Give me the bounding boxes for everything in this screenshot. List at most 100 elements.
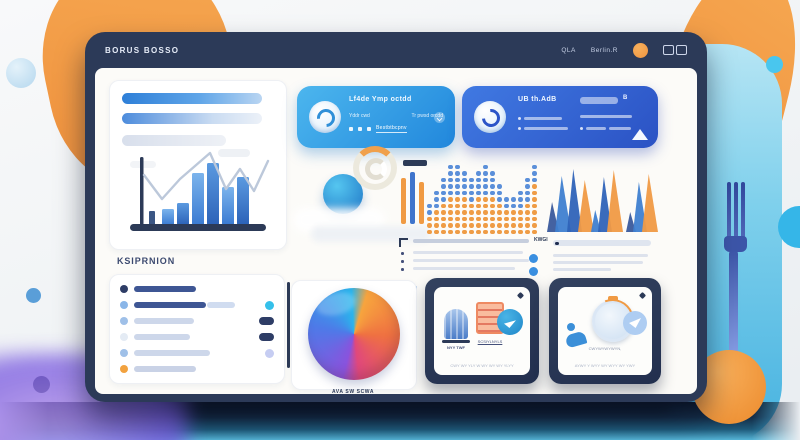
dot xyxy=(476,203,481,208)
card-footnote-link[interactable]: Bestbtbcpnv xyxy=(376,125,407,133)
dot xyxy=(511,197,516,202)
dot xyxy=(490,190,495,195)
dot xyxy=(434,203,439,208)
notes-block-left: KWGI xyxy=(397,237,548,278)
dot xyxy=(490,229,495,234)
skeleton-bar xyxy=(122,135,226,146)
toggle-pill[interactable] xyxy=(259,317,274,325)
dot xyxy=(441,216,446,221)
list-item[interactable] xyxy=(120,283,274,295)
top-bar: BORUS BOSSO QLA Berlin.R xyxy=(85,32,707,68)
nav-item-a[interactable]: QLA xyxy=(561,46,576,54)
dot xyxy=(476,223,481,228)
bullet-dot xyxy=(120,317,128,325)
dot-column xyxy=(469,177,474,234)
item-bar xyxy=(134,334,252,340)
dot xyxy=(483,164,488,169)
dot xyxy=(476,177,481,182)
corner-icon[interactable] xyxy=(638,291,647,300)
corner-icon[interactable] xyxy=(516,291,525,300)
skeleton-bar xyxy=(122,93,262,104)
dot xyxy=(483,229,488,234)
dot xyxy=(525,203,530,208)
dropdown-button[interactable] xyxy=(434,112,445,123)
icon-caption: NYY TWF xyxy=(447,345,465,350)
dot xyxy=(532,203,537,208)
dot xyxy=(434,223,439,228)
dot xyxy=(448,210,453,215)
bar-segment xyxy=(207,302,235,308)
dot xyxy=(469,203,474,208)
fork-icon xyxy=(727,182,731,240)
dot-column xyxy=(476,171,481,234)
note-bullet[interactable] xyxy=(529,267,538,276)
list-item[interactable] xyxy=(120,315,274,327)
dot xyxy=(455,223,460,228)
dot xyxy=(448,177,453,182)
card-badge: B xyxy=(623,95,628,101)
dot xyxy=(476,190,481,195)
dot xyxy=(532,210,537,215)
dot xyxy=(525,223,530,228)
dot-column xyxy=(462,171,467,234)
progress-bar[interactable] xyxy=(553,240,651,246)
summary-card-b[interactable]: UB th.AdB B xyxy=(462,86,658,148)
decor-spiral xyxy=(353,146,397,190)
dot xyxy=(532,171,537,176)
divider-line xyxy=(287,282,290,368)
crescent-icon xyxy=(474,101,506,133)
dot xyxy=(448,190,453,195)
list-item[interactable] xyxy=(120,347,274,359)
dot xyxy=(511,223,516,228)
dot xyxy=(490,216,495,221)
window-controls-icon[interactable] xyxy=(663,45,687,55)
dot xyxy=(511,210,516,215)
sidebar-summary-card xyxy=(109,80,287,250)
toggle-pill[interactable] xyxy=(259,333,274,341)
dot xyxy=(462,210,467,215)
dot xyxy=(455,197,460,202)
dot xyxy=(441,177,446,182)
avatar[interactable] xyxy=(633,42,648,58)
arch-base xyxy=(442,340,470,343)
note-bullet[interactable] xyxy=(529,254,538,263)
dot xyxy=(455,164,460,169)
list-item[interactable] xyxy=(120,363,274,375)
dot xyxy=(504,229,509,234)
status-dot-cyan[interactable] xyxy=(265,300,274,310)
list-item[interactable] xyxy=(120,331,274,343)
item-right xyxy=(258,300,274,310)
dot xyxy=(504,223,509,228)
list-item[interactable] xyxy=(120,299,274,311)
dot xyxy=(483,184,488,189)
dot xyxy=(462,184,467,189)
meta-label-a: Yddr cwd xyxy=(349,113,370,119)
notes-tag: KWGI xyxy=(534,237,548,243)
card-mini-icons: Bestbtbcpnv xyxy=(349,125,407,133)
dot xyxy=(476,171,481,176)
info-card-b[interactable]: CWYWYWYWYN, AYWY Y WYY WY WYY WY YWY xyxy=(549,278,661,384)
dot xyxy=(518,190,523,195)
bar-segment xyxy=(134,334,190,340)
nav-item-b[interactable]: Berlin.R xyxy=(590,46,618,54)
info-card-a[interactable]: NYY TWF SCSIYLNYLS CWY WY YLY W WY WY WY… xyxy=(425,278,539,384)
item-bar xyxy=(134,366,252,372)
summary-card-a[interactable]: Lf4de Ymp octdd Yddr cwd Tr pwsd orcdd B… xyxy=(297,86,455,148)
dot xyxy=(448,223,453,228)
mini-bar xyxy=(419,182,424,224)
item-right xyxy=(258,348,274,358)
dot xyxy=(448,229,453,234)
dot xyxy=(434,210,439,215)
fork-icon xyxy=(724,236,747,252)
dot xyxy=(448,164,453,169)
item-bar xyxy=(134,302,252,308)
dot xyxy=(518,223,523,228)
mini-icon xyxy=(367,127,371,131)
icon-caption-link[interactable]: SCSIYLNYLS xyxy=(477,339,503,344)
bar-segment xyxy=(134,302,206,308)
status-dot-lavender[interactable] xyxy=(265,348,274,358)
dot xyxy=(427,210,432,215)
mini-icon xyxy=(358,127,362,131)
dot xyxy=(476,197,481,202)
